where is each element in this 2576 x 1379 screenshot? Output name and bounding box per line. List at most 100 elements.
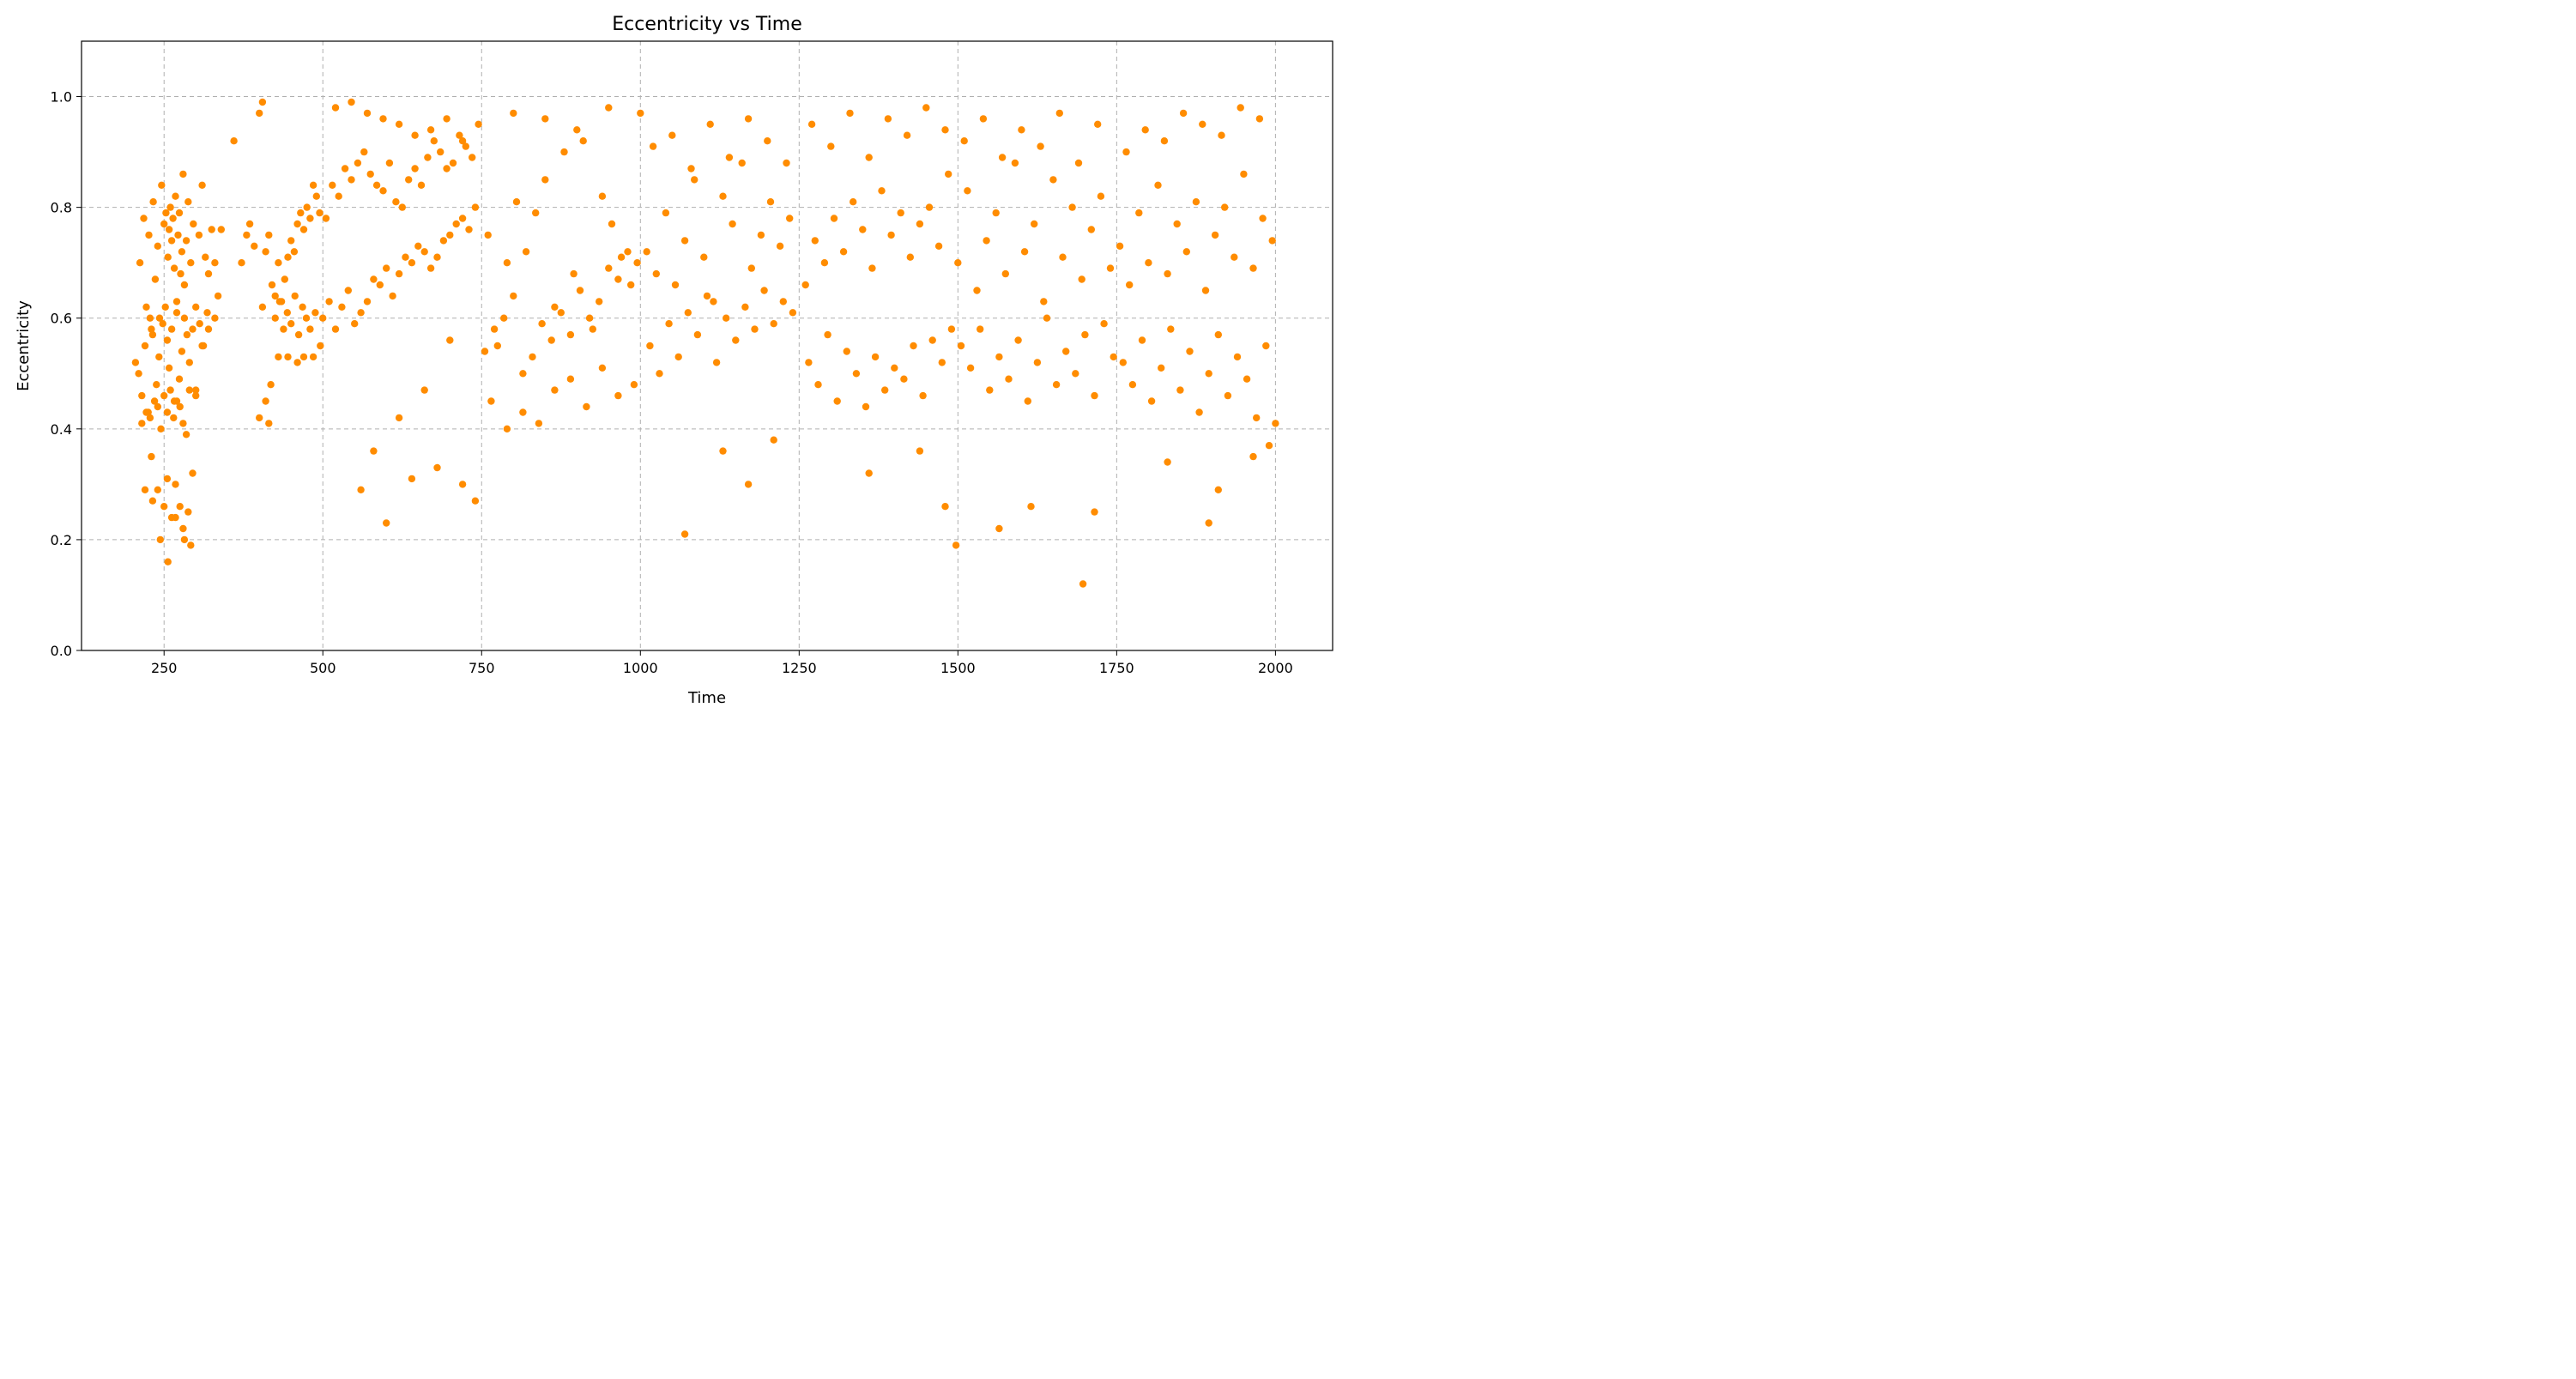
scatter-point [208, 226, 215, 233]
scatter-point [1079, 580, 1087, 588]
scatter-point [656, 370, 663, 378]
scatter-point [1160, 137, 1169, 145]
scatter-point [684, 309, 692, 317]
scatter-point [1031, 220, 1038, 228]
scatter-point [954, 259, 962, 267]
scatter-point [172, 192, 179, 200]
scatter-point [159, 320, 166, 328]
scatter-point [786, 215, 794, 222]
scatter-point [535, 420, 543, 427]
scatter-point [995, 524, 1003, 533]
scatter-point [287, 320, 295, 328]
scatter-point [1033, 359, 1042, 366]
scatter-point [141, 486, 149, 493]
scatter-point [1195, 408, 1203, 416]
scatter-point [1192, 198, 1200, 206]
scatter-point [258, 98, 267, 106]
scatter-point [179, 420, 187, 427]
scatter-point [433, 253, 441, 261]
y-tick-label: 0.8 [51, 200, 72, 216]
scatter-point [928, 336, 936, 344]
scatter-point [446, 336, 454, 344]
scatter-point [202, 253, 209, 261]
scatter-point [719, 447, 727, 455]
scatter-point [945, 170, 952, 178]
scatter-point [770, 436, 777, 444]
scatter-point [1119, 359, 1128, 366]
scatter-point [1078, 275, 1085, 283]
scatter-point [910, 342, 917, 350]
x-tick-label: 2000 [1258, 660, 1293, 676]
scatter-point [214, 292, 222, 300]
scatter-point [299, 303, 306, 311]
scatter-point [583, 402, 590, 411]
scatter-point [916, 447, 924, 455]
scatter-point [329, 181, 336, 189]
scatter-point [589, 325, 596, 333]
scatter-point [1272, 420, 1279, 427]
scatter-point [1043, 314, 1051, 322]
scatter-point [551, 386, 559, 394]
scatter-point [992, 209, 1000, 217]
scatter-point [258, 303, 267, 311]
scatter-point [160, 220, 168, 228]
scatter-point [1138, 336, 1146, 344]
scatter-point [1052, 381, 1061, 389]
scatter-point [770, 320, 777, 328]
scatter-point [256, 414, 263, 422]
chart-title: Eccentricity vs Time [612, 14, 802, 35]
scatter-point [1205, 370, 1212, 378]
scatter-point [312, 192, 320, 200]
scatter-point [789, 309, 797, 317]
scatter-point [316, 209, 324, 217]
scatter-point [719, 192, 727, 200]
scatter-point [294, 330, 303, 339]
scatter-point [187, 541, 195, 549]
scatter-point [1106, 264, 1115, 272]
scatter-point [293, 220, 301, 228]
scatter-point [331, 104, 340, 112]
scatter-point [551, 303, 559, 311]
scatter-point [680, 237, 689, 245]
scatter-point [1110, 353, 1117, 361]
scatter-point [338, 303, 346, 311]
scatter-point [941, 503, 949, 511]
scatter-point [280, 325, 287, 333]
scatter-point [811, 237, 819, 245]
scatter-point [192, 391, 200, 400]
scatter-point [420, 248, 428, 256]
scatter-point [417, 181, 426, 189]
scatter-point [322, 215, 330, 222]
scatter-point [275, 259, 282, 267]
scatter-point [605, 264, 613, 272]
scatter-point [163, 408, 172, 416]
scatter-point [183, 330, 191, 339]
scatter-point [1253, 414, 1261, 422]
scatter-point [1255, 115, 1264, 123]
scatter-point [154, 402, 161, 411]
scatter-point [884, 115, 892, 123]
scatter-point [372, 181, 381, 189]
scatter-point [411, 165, 419, 172]
scatter-point [576, 287, 584, 294]
scatter-point [198, 342, 206, 350]
scatter-point [175, 375, 184, 383]
scatter-point [570, 269, 577, 278]
scatter-point [146, 314, 154, 322]
scatter-point [617, 253, 626, 261]
scatter-point [862, 402, 870, 411]
scatter-point [1214, 486, 1223, 493]
scatter-point [475, 120, 482, 128]
scatter-point [192, 303, 200, 311]
scatter-point [1040, 298, 1048, 305]
x-tick-label: 1500 [940, 660, 976, 676]
scatter-point [706, 120, 714, 128]
scatter-point [503, 259, 511, 267]
scatter-point [1233, 353, 1242, 361]
scatter-point [395, 120, 403, 128]
scatter-point [217, 226, 225, 233]
scatter-point [541, 176, 549, 184]
scatter-point [177, 269, 184, 278]
scatter-point [317, 342, 324, 350]
scatter-point [446, 231, 454, 239]
